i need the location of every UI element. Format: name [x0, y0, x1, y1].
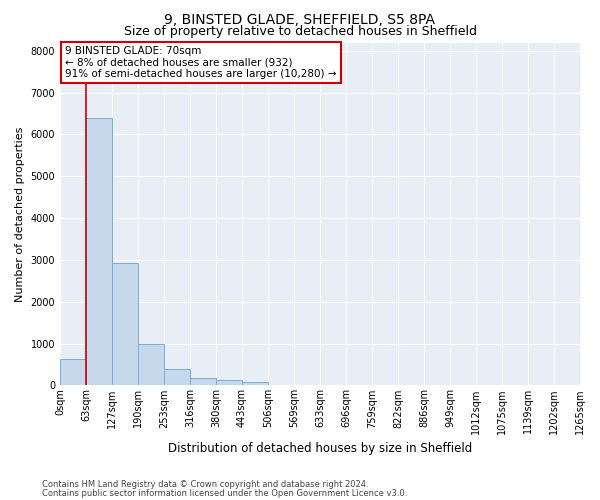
Bar [242, 382, 268, 386]
Y-axis label: Number of detached properties: Number of detached properties [15, 126, 25, 302]
Text: Size of property relative to detached houses in Sheffield: Size of property relative to detached ho… [124, 25, 476, 38]
Bar [216, 380, 242, 386]
Text: Contains HM Land Registry data © Crown copyright and database right 2024.: Contains HM Land Registry data © Crown c… [42, 480, 368, 489]
Bar [60, 360, 86, 386]
Bar [86, 118, 112, 386]
Bar [112, 264, 138, 386]
X-axis label: Distribution of detached houses by size in Sheffield: Distribution of detached houses by size … [168, 442, 472, 455]
Text: 9 BINSTED GLADE: 70sqm
← 8% of detached houses are smaller (932)
91% of semi-det: 9 BINSTED GLADE: 70sqm ← 8% of detached … [65, 46, 337, 79]
Bar [164, 370, 190, 386]
Bar [138, 344, 164, 386]
Bar [190, 378, 216, 386]
Text: 9, BINSTED GLADE, SHEFFIELD, S5 8PA: 9, BINSTED GLADE, SHEFFIELD, S5 8PA [164, 12, 436, 26]
Text: Contains public sector information licensed under the Open Government Licence v3: Contains public sector information licen… [42, 489, 407, 498]
